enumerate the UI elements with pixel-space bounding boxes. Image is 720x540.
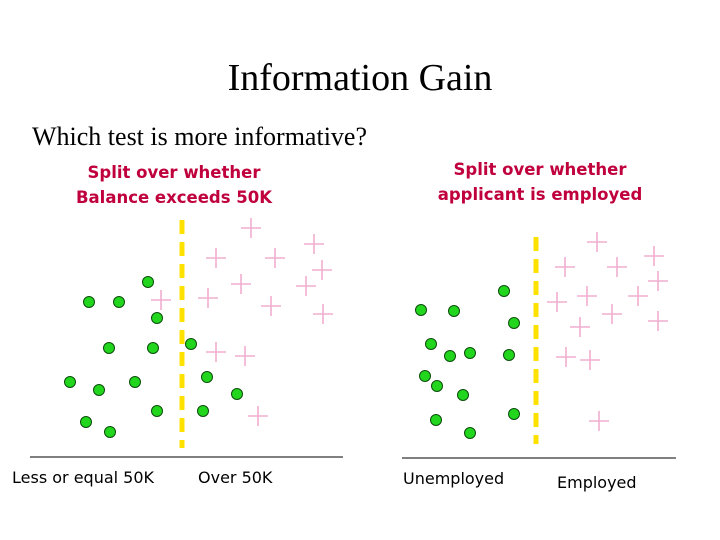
green-dot-marker [503,349,515,361]
plus-marker [198,288,218,308]
plus-marker [304,234,324,254]
plus-marker [313,304,333,324]
green-dot-marker [448,305,460,317]
plus-marker [312,260,332,280]
plus-marker [296,276,316,296]
green-dot-marker [415,304,427,316]
plus-marker [241,218,261,238]
green-dot-marker [444,350,456,362]
left-panel-subtitle: Split over whether Balance exceeds 50K [60,160,288,210]
question-text: Which test is more informative? [32,122,368,151]
green-dot-marker [83,296,95,308]
plus-marker [628,286,648,306]
green-dot-marker [231,388,243,400]
green-dot-marker [457,389,469,401]
green-dot-marker [64,376,76,388]
plus-marker [248,406,268,426]
green-dot-marker [464,347,476,359]
plus-marker [607,257,627,277]
plus-marker [235,346,255,366]
right-pluses-group [547,232,668,431]
green-dot-marker [93,384,105,396]
plus-marker [555,257,575,277]
green-dot-marker [201,371,213,383]
green-dot-marker [113,296,125,308]
plus-marker [648,271,668,291]
plus-marker [206,342,226,362]
plus-marker [589,411,609,431]
green-dot-marker [430,414,442,426]
green-dot-marker [197,405,209,417]
plus-marker [265,248,285,268]
green-dot-marker [142,276,154,288]
green-dot-marker [498,285,510,297]
plus-marker [261,296,281,316]
plus-marker [556,347,576,367]
plus-marker [206,248,226,268]
green-dot-marker [151,405,163,417]
right-subtitle-line-2: applicant is employed [437,185,643,204]
right-dots-group [415,285,520,439]
plus-marker [577,286,597,306]
plus-marker [570,317,590,337]
slide-title: Information Gain [227,57,493,99]
green-dot-marker [464,427,476,439]
green-dot-marker [508,408,520,420]
plus-marker [580,350,600,370]
right-axis-label-right: Employed [557,473,637,492]
left-axis-label-left: Less or equal 50K [12,468,155,487]
plus-marker [547,292,567,312]
right-panel-subtitle: Split over whether applicant is employed [424,157,656,207]
green-dot-marker [508,317,520,329]
right-subtitle-line-1: Split over whether [453,160,627,179]
green-dot-marker [431,380,443,392]
right-axis-label-left: Unemployed [403,469,505,488]
green-dot-marker [185,338,197,350]
green-dot-marker [151,312,163,324]
green-dot-marker [80,416,92,428]
left-dots-group [64,276,243,438]
green-dot-marker [147,342,159,354]
plus-marker [231,274,251,294]
green-dot-marker [419,370,431,382]
green-dot-marker [104,426,116,438]
plus-marker [602,304,622,324]
plus-marker [587,232,607,252]
left-pluses-group [151,218,333,426]
left-axis-label-right: Over 50K [198,468,273,487]
plus-marker [644,246,664,266]
left-subtitle-line-2: Balance exceeds 50K [75,188,273,207]
green-dot-marker [103,342,115,354]
green-dot-marker [425,338,437,350]
green-dot-marker [129,376,141,388]
plus-marker [151,290,171,310]
left-subtitle-line-1: Split over whether [87,163,261,182]
plus-marker [648,311,668,331]
